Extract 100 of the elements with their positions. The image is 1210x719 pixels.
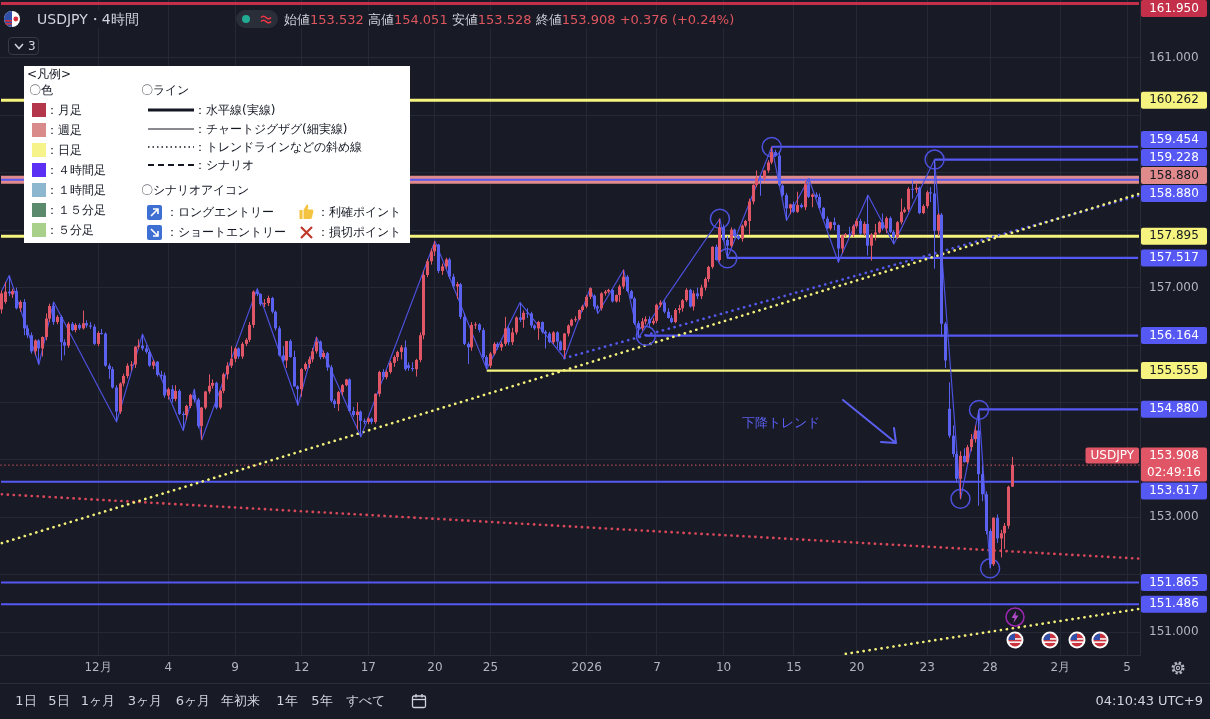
ref-line-label: 161.950	[1149, 0, 1199, 15]
x-tick-label: 28	[982, 660, 998, 675]
text: 3ヶ月	[127, 693, 163, 709]
annotation: USDJPY	[1090, 448, 1135, 463]
y-tick-label: 157.000	[1149, 279, 1199, 294]
annotation: ：シナリオ	[194, 157, 254, 173]
x-tick-label: 20	[427, 660, 443, 675]
x-tick-label: 9	[231, 660, 239, 675]
text: 1ヶ月	[80, 693, 116, 709]
annotation: ：５分足	[46, 222, 94, 238]
candlestick	[519, 302, 522, 323]
candlestick	[52, 301, 55, 326]
annotation: 〇ライン	[141, 82, 189, 98]
ref-line-label: 158.880	[1149, 185, 1199, 200]
series-label: 156.164	[1149, 327, 1199, 342]
annotation: ：１時間足	[46, 182, 106, 198]
candlestick	[204, 390, 207, 410]
candlestick	[378, 370, 381, 398]
x-tick-label: 25	[482, 660, 499, 675]
series-label: 157.517	[1149, 250, 1199, 265]
text: 5年	[311, 693, 333, 709]
ref-line-label: 158.880	[1149, 167, 1199, 182]
x-tick-label: 5	[1123, 660, 1131, 675]
candlestick	[426, 258, 429, 278]
text: 6ヶ月	[175, 693, 211, 709]
candlestick	[356, 401, 359, 430]
x-tick-label: 7	[653, 660, 661, 675]
x-tick-label: 2月	[1050, 660, 1071, 675]
point	[924, 149, 945, 170]
candlestick	[200, 406, 203, 441]
point	[709, 208, 731, 229]
candlestick	[337, 390, 340, 412]
annotation: 〇色	[29, 82, 53, 98]
y-tick-label: 151.000	[1149, 624, 1199, 639]
candlestick	[507, 326, 510, 346]
ref-line-label: 157.895	[1149, 228, 1199, 243]
candlestick	[748, 198, 751, 236]
annotation: ：日足	[46, 142, 82, 158]
candlestick	[907, 186, 910, 213]
candlestick	[67, 321, 70, 349]
candlestick	[93, 323, 96, 346]
annotation: ：トレンドラインなどの斜め線	[194, 139, 362, 155]
ref-line-label: 153.617	[1149, 483, 1199, 498]
y-tick-label: 153.000	[1149, 509, 1199, 524]
candlestick	[937, 212, 940, 237]
ref-line-label: 151.865	[1149, 574, 1199, 589]
text: 5日	[48, 693, 70, 709]
candlestick	[470, 321, 473, 352]
candlestick	[178, 388, 181, 416]
annotation: 下降トレンド	[742, 414, 820, 432]
candlestick	[326, 351, 329, 372]
chevron-button: 3	[8, 37, 39, 55]
candlestick	[504, 316, 507, 347]
point	[761, 136, 782, 158]
candlestick	[248, 321, 251, 343]
text: 1年	[276, 693, 298, 709]
annotation: ：１５分足	[46, 202, 106, 218]
x-tick-label: 4	[164, 660, 173, 675]
candlestick	[692, 289, 695, 312]
candlestick	[111, 366, 114, 390]
text: 04:10:43 UTC+9	[1095, 693, 1203, 709]
point	[979, 558, 1001, 579]
annotation: ：ショートエントリー	[166, 224, 286, 240]
x-tick-label: 10	[715, 660, 732, 675]
series-label: 159.228	[1149, 149, 1199, 164]
series-label: 159.454	[1149, 131, 1199, 146]
candlestick	[130, 360, 133, 372]
x-tick-label: 20	[849, 660, 865, 675]
candlestick	[563, 332, 566, 359]
candlestick	[230, 345, 233, 369]
point	[968, 399, 990, 421]
annotation: ：月足	[46, 102, 82, 118]
series-label: 154.880	[1149, 401, 1199, 416]
candlestick	[30, 331, 33, 355]
series-label: 155.555	[1149, 362, 1199, 377]
x-tick-label: 17	[360, 660, 376, 675]
point	[950, 488, 971, 510]
x-tick-label: 12	[294, 660, 310, 675]
candlestick	[796, 191, 799, 214]
candlestick	[537, 320, 540, 341]
x-tick-label: 12月	[84, 660, 112, 675]
annotation: ：水平線(実線)	[194, 102, 276, 118]
x-tick-label: 23	[919, 660, 935, 675]
candlestick	[600, 291, 603, 312]
candlestick	[622, 269, 625, 290]
candlestick	[0, 289, 3, 314]
annotation: ：損切ポイント	[317, 224, 401, 240]
candlestick	[870, 232, 873, 262]
point	[717, 248, 738, 269]
annotation: ：ロングエントリー	[166, 204, 274, 220]
candlestick	[467, 341, 470, 365]
candlestick	[182, 411, 185, 432]
ref-line-label: 153.908	[1149, 448, 1199, 463]
candlestick	[15, 287, 18, 310]
ref-line-label: 151.486	[1149, 596, 1199, 611]
candlestick	[785, 192, 788, 221]
text: USDJPY・4時間	[34, 10, 142, 28]
candlestick	[4, 281, 7, 305]
candlestick	[300, 367, 303, 398]
text: すべて	[345, 693, 385, 709]
